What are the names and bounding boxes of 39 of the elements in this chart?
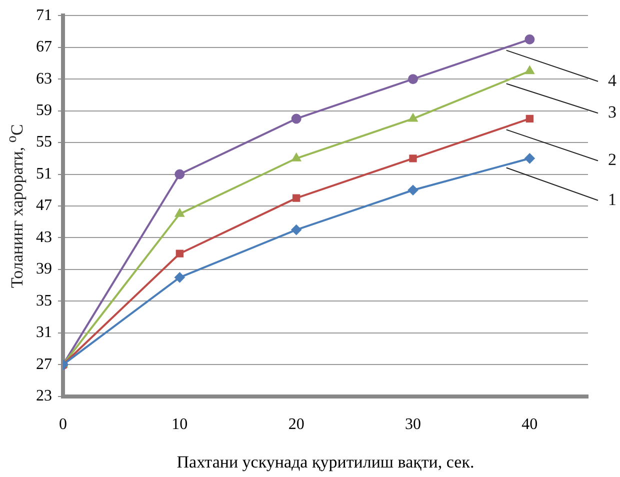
y-tick-label: 27 xyxy=(36,356,52,373)
text: 2 xyxy=(608,150,616,170)
text: 1 xyxy=(608,190,616,209)
y-tick-label: 59 xyxy=(36,102,52,120)
point xyxy=(408,185,418,196)
x-tick-label: 40 xyxy=(522,416,538,434)
point xyxy=(174,272,185,282)
point xyxy=(291,224,302,235)
point xyxy=(526,114,534,123)
text: 3 xyxy=(608,102,616,122)
point xyxy=(175,208,184,217)
y-tick-label: 31 xyxy=(36,324,52,342)
x-tick-label: 10 xyxy=(172,416,188,434)
point xyxy=(524,153,535,164)
y-tick-label: 39 xyxy=(36,260,52,278)
x-axis-title: Пахтани ускунада қуритилиш вақти, сек. xyxy=(176,452,474,472)
point xyxy=(525,66,534,74)
point xyxy=(291,114,302,124)
y-tick-label: 67 xyxy=(36,38,52,56)
y-tick-label: 71 xyxy=(36,6,52,24)
point xyxy=(292,194,300,202)
y-tick-label: 43 xyxy=(36,228,52,246)
point xyxy=(524,34,535,44)
point xyxy=(176,250,184,258)
x-tick-label: 20 xyxy=(288,416,304,434)
x-tick-label: 30 xyxy=(405,416,421,434)
point xyxy=(408,114,418,122)
point xyxy=(174,169,185,180)
x-tick-label: 0 xyxy=(59,416,67,434)
y-tick-label: 35 xyxy=(36,292,52,310)
y-tick-label: 55 xyxy=(36,134,52,151)
y-tick-label: 23 xyxy=(36,388,52,405)
y-tick-label: 47 xyxy=(36,197,52,214)
y-tick-label: 63 xyxy=(36,70,52,88)
point xyxy=(292,153,301,162)
point xyxy=(408,74,418,84)
point xyxy=(409,154,417,162)
y-tick-label: 51 xyxy=(36,165,52,182)
text: 4 xyxy=(608,70,617,90)
